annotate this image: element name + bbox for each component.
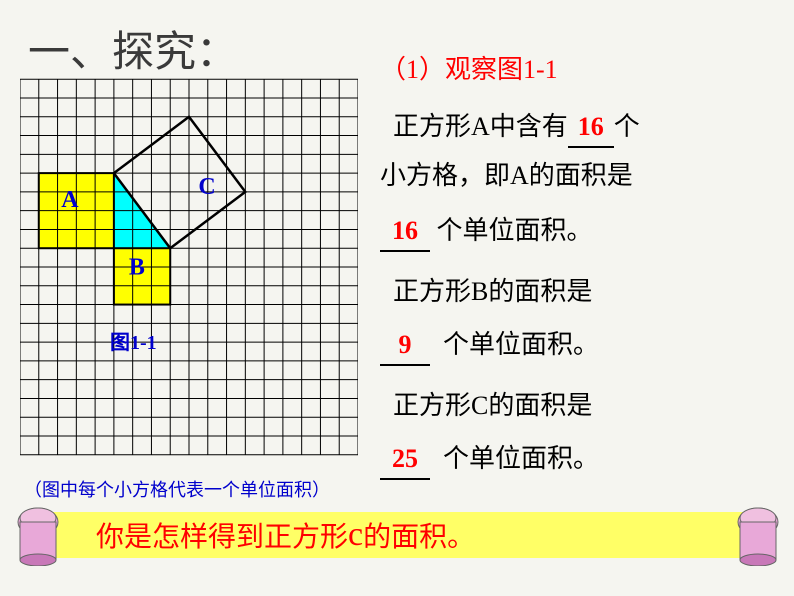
page-title: 一、探究： [28,18,238,79]
svg-text:B: B [129,255,145,281]
observe-title: （1）观察图1-1 [380,50,780,89]
text-line-b-area: 9 个单位面积。 [380,325,780,366]
question-banner: 你是怎样得到正方形c 的面积。 [36,512,758,558]
banner-text-2: 的面积。 [363,515,475,555]
text-line-c-area: 25 个单位面积。 [380,439,780,480]
svg-text:C: C [198,174,215,200]
figure-label: 图1-1 [110,326,157,355]
text-line-a2: 小方格，即A的面积是 [380,156,780,195]
grid-diagram: A B C [20,78,358,456]
text-line-a: 正方形A中含有16个 [380,107,780,148]
scroll-right-decoration [736,506,780,566]
svg-text:A: A [61,187,79,213]
banner-text-1: 你是怎样得到正方形 [96,515,348,555]
text-line-c: 正方形C的面积是 [380,386,780,425]
scroll-left-decoration [16,506,60,566]
text-line-a-area: 16 个单位面积。 [380,211,780,252]
text-line-b: 正方形B的面积是 [380,272,780,311]
banner-c: c [348,516,363,554]
right-text-block: （1）观察图1-1 正方形A中含有16个 小方格，即A的面积是 16 个单位面积… [380,50,780,488]
blank-a-count: 16 [568,107,614,148]
footnote: （图中每个小方格代表一个单位面积） [24,476,330,502]
